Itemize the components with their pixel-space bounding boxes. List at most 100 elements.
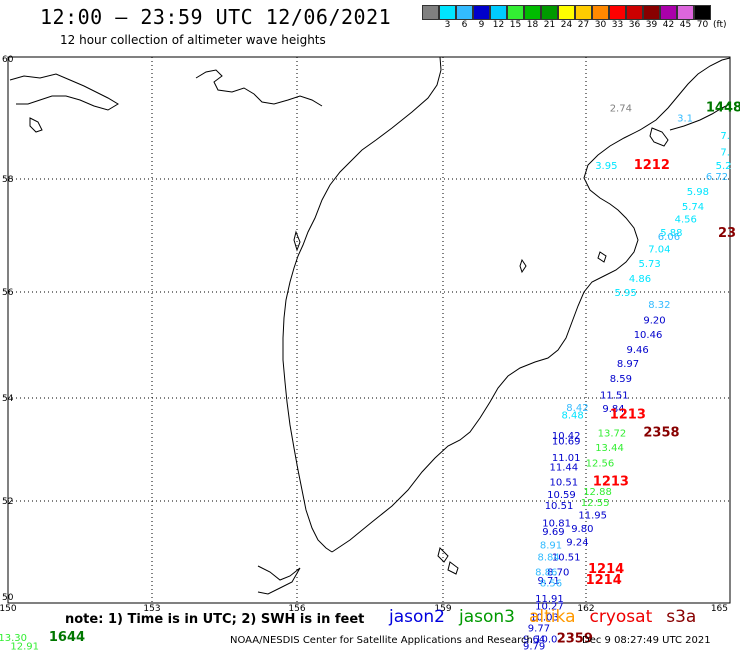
wave-height-label: 4.86	[629, 274, 651, 285]
legend-swatch-label: 6	[461, 20, 468, 30]
wave-height-label: 9.24	[566, 538, 588, 549]
wave-height-label: 12.56	[586, 459, 615, 470]
observation-labels: 2.74 1448 3.1 7. 7. 5.26.72 5.98 5.744.56 5.886.…	[0, 101, 740, 650]
wave-height-label: 10.03	[530, 613, 559, 624]
wave-height-label: 9.79	[523, 641, 545, 650]
wave-height-label: 5.95	[615, 288, 637, 299]
satellite-legend: jason2 jason3 altika cryosat s3a	[389, 607, 710, 627]
pass-time-label: 23	[718, 226, 736, 241]
map-frame	[7, 56, 731, 604]
footer-credit: NOAA/NESDIS Center for Satellite Applica…	[230, 635, 533, 646]
wave-height-label: 10.46	[634, 330, 663, 341]
legend-swatch	[575, 5, 592, 20]
wave-height-label: 9.20	[643, 315, 665, 326]
wave-height-label: 8.59	[610, 374, 632, 385]
footer-timestamp: Dec 9 08:27:49 UTC 2021	[582, 635, 711, 646]
wave-height-label: 4.56	[675, 214, 697, 225]
pass-time-label: 1214	[588, 562, 624, 577]
legend-swatch-label: 45	[679, 20, 692, 30]
satellite-label-cryosat: cryosat	[589, 607, 653, 627]
legend-swatch-label: 27	[577, 20, 590, 30]
color-legend: 3 6 9 12 15 18 21 24 27 30 33 36 39 42 45 70 (ft)	[422, 5, 727, 30]
lon-tick-label: 153	[143, 604, 160, 614]
legend-swatch	[524, 5, 541, 20]
wave-height-label: 12.55	[581, 498, 610, 509]
wave-height-label: 11.01	[552, 453, 581, 464]
wave-height-label: 5.98	[687, 187, 709, 198]
wave-height-label: 5.74	[682, 202, 704, 213]
satellite-label-s3a: s3a	[666, 607, 697, 627]
legend-swatch	[507, 5, 524, 20]
pass-time-label: 1214	[586, 573, 622, 588]
wave-height-label: 8.32	[648, 300, 670, 311]
legend-swatch-label: 12	[492, 20, 505, 30]
lon-tick-label: 165	[711, 604, 728, 614]
wave-height-label: 9.64	[523, 634, 545, 645]
legend-swatch	[677, 5, 694, 20]
legend-swatch-label	[422, 20, 439, 30]
wave-height-label: 6.72	[706, 172, 728, 183]
pass-time-label: 1213	[593, 475, 629, 490]
legend-swatch	[643, 5, 660, 20]
lon-tick-label: 150	[0, 604, 17, 614]
legend-swatch	[490, 5, 507, 20]
legend-swatch	[439, 5, 456, 20]
wave-height-label: 8.48	[562, 411, 584, 422]
wave-height-label: 9.46	[627, 345, 649, 356]
legend-swatch	[473, 5, 490, 20]
legend-swatch	[609, 5, 626, 20]
pass-time-label: 2359	[557, 631, 593, 646]
wave-height-label: 10.51	[545, 501, 574, 512]
lon-tick-label: 159	[434, 604, 451, 614]
wave-height-label: 8.56	[540, 579, 562, 590]
wave-height-label: 10.0	[535, 634, 557, 645]
wave-height-label: 10.51	[550, 478, 579, 489]
wave-height-label: 9.69	[542, 527, 564, 538]
wave-height-label: 8.86	[535, 568, 557, 579]
wave-height-label: 12.88	[583, 487, 612, 498]
legend-swatch	[694, 5, 711, 20]
legend-unit: (ft)	[713, 20, 727, 30]
wave-height-label: 5.73	[639, 259, 661, 270]
units-note: note: 1) Time is in UTC; 2) SWH is in fe…	[65, 612, 365, 627]
pass-time-label: 2358	[643, 426, 679, 441]
wave-height-label: 11.91	[535, 594, 564, 605]
wave-height-label: 9.77	[528, 623, 550, 634]
wave-height-label: 7.	[720, 131, 730, 142]
graticule	[8, 57, 730, 603]
lon-tick-labels: 150 153 156 159 162 165	[0, 604, 728, 614]
wave-height-label: 7.	[720, 147, 730, 158]
legend-swatch	[456, 5, 473, 20]
legend-swatch	[422, 5, 439, 20]
legend-swatch-label: 36	[628, 20, 641, 30]
wave-height-label: 3.1	[677, 113, 693, 124]
legend-swatch-label: 42	[662, 20, 675, 30]
pass-time-label: 1644	[49, 630, 85, 645]
wave-height-label: 8.42	[566, 403, 588, 414]
page-subtitle: 12 hour collection of altimeter wave hei…	[60, 33, 326, 47]
wave-height-label: 10.81	[542, 519, 571, 530]
wave-height-label: 9.71	[538, 576, 560, 587]
legend-swatch-label: 70	[696, 20, 709, 30]
lat-tick-label: 56	[2, 288, 14, 298]
pass-time-label: 1213	[610, 408, 646, 423]
wave-height-label: 9.84	[602, 404, 624, 415]
wave-height-label: 2.74	[610, 104, 632, 115]
wave-height-label: 13.72	[598, 429, 627, 440]
pass-time-label: 1448	[706, 101, 740, 116]
lon-tick-label: 162	[577, 604, 594, 614]
satellite-label-altika: altika	[529, 607, 576, 627]
legend-swatch-label: 33	[611, 20, 624, 30]
legend-swatch	[541, 5, 558, 20]
wave-height-label: 8.70	[547, 568, 569, 579]
wave-height-label: 11.44	[550, 462, 579, 473]
wave-height-label: 5.88	[660, 228, 682, 239]
legend-swatch	[660, 5, 677, 20]
wave-height-label: 10.59	[547, 490, 576, 501]
legend-labels: 3 6 9 12 15 18 21 24 27 30 33 36 39 42 45 70 (ft)	[422, 20, 727, 30]
satellite-label-jason2: jason2	[389, 607, 445, 627]
wave-height-label: 8.91	[540, 540, 562, 551]
lat-tick-labels: 60 58 56 54 52 50	[2, 55, 14, 603]
pass-time-label: 1212	[634, 158, 670, 173]
